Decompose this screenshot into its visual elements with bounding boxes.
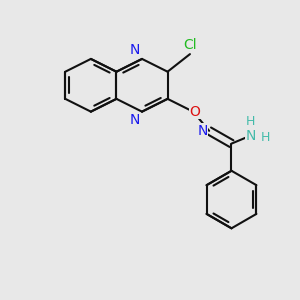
- Text: N: N: [197, 124, 208, 138]
- Text: N: N: [130, 43, 140, 57]
- Text: H: H: [246, 115, 255, 128]
- Text: N: N: [245, 129, 256, 142]
- Text: N: N: [130, 113, 140, 127]
- Text: O: O: [189, 105, 200, 118]
- Text: H: H: [260, 131, 270, 144]
- Text: Cl: Cl: [183, 38, 197, 52]
